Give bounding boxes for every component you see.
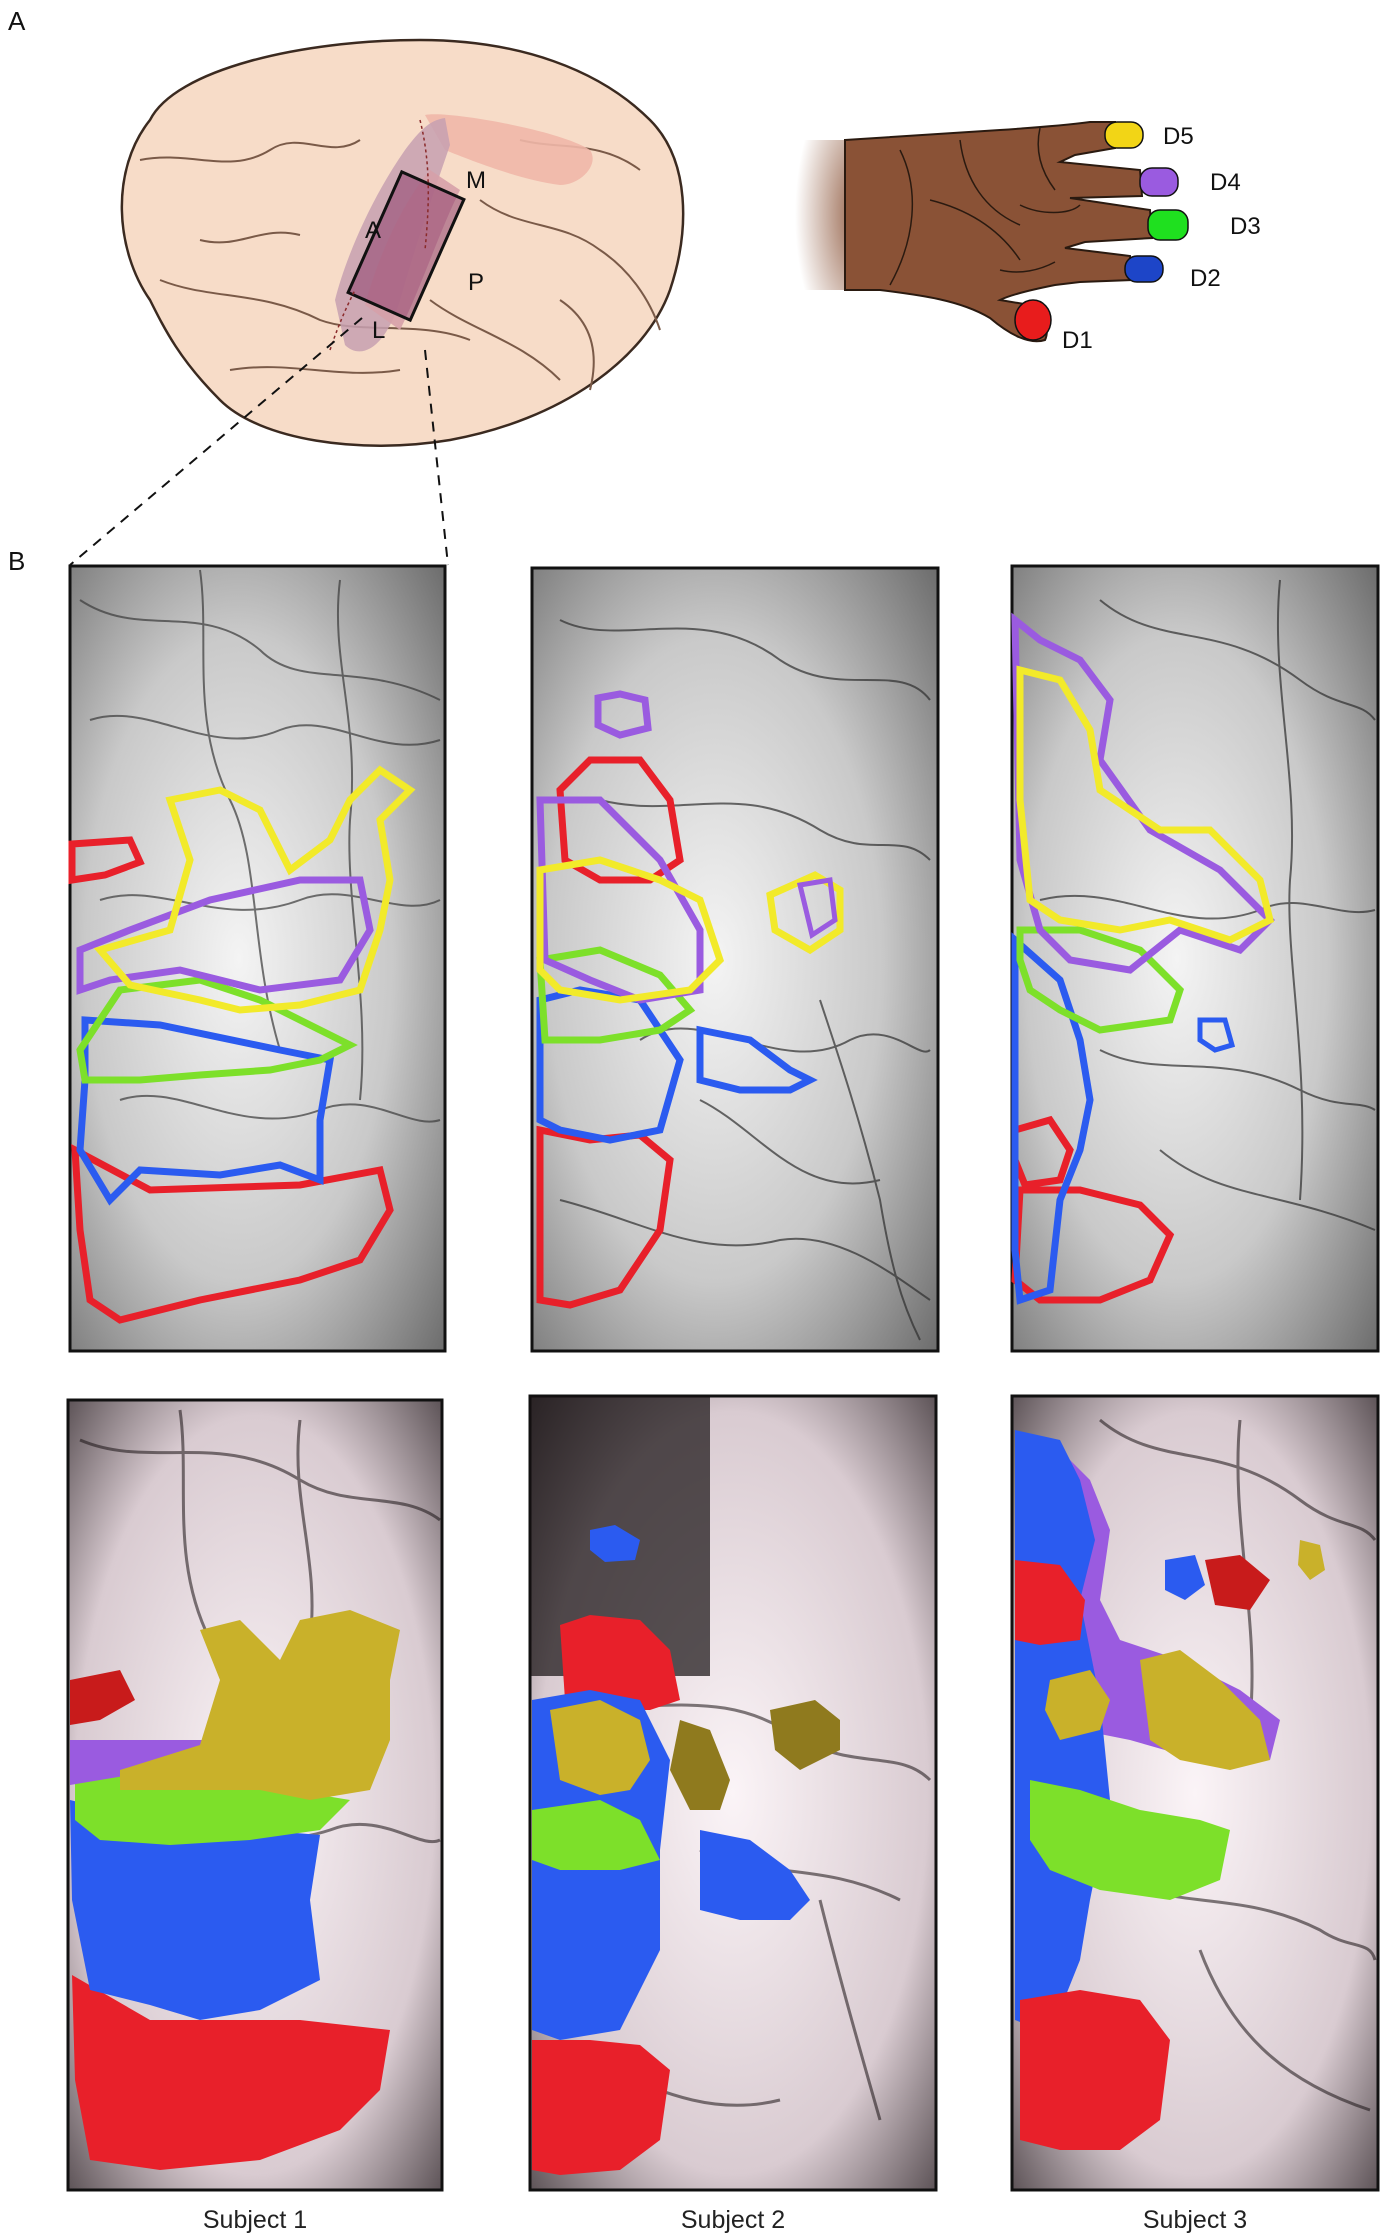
panel-letter-a: A — [8, 6, 26, 36]
area-d2-s1 — [70, 1800, 320, 2020]
area-d1-s2-b — [532, 2040, 670, 2175]
contour-d4-s2-b — [594, 690, 652, 739]
label-anterior: A — [365, 217, 381, 244]
area-d1-s2-a — [560, 1615, 680, 1710]
area-d1-s1-b — [72, 1975, 390, 2170]
contour-d1-s3-b — [1011, 1186, 1175, 1304]
activation-map-subject-3 — [1010, 1394, 1380, 2192]
contour-d3-s1 — [76, 976, 358, 1084]
digit-label-d4: D4 — [1210, 169, 1241, 196]
area-d2-s2-b — [700, 1830, 810, 1920]
area-d5-s2-a — [550, 1700, 650, 1795]
contour-d2-s2-b — [696, 1025, 818, 1094]
area-d3-s3 — [1030, 1780, 1230, 1900]
brain-illustration — [120, 38, 685, 447]
hand-illustration — [795, 121, 1154, 343]
fingertip-d5 — [1104, 121, 1144, 149]
contour-map-subject-1 — [68, 564, 447, 1353]
area-d5-s3-b — [1140, 1650, 1270, 1770]
contour-d5-s2-a — [536, 856, 725, 1004]
area-d5-s3-c — [1298, 1540, 1325, 1580]
area-d1-s3-c — [1205, 1555, 1270, 1610]
digit-label-d5: D5 — [1163, 123, 1194, 150]
area-d5-s1 — [120, 1610, 400, 1800]
contour-d2-s3-b — [1197, 1017, 1236, 1053]
subject-label-3: Subject 3 — [1143, 2206, 1247, 2234]
fingertip-d2 — [1124, 255, 1164, 283]
area-d5-s2-c — [770, 1700, 840, 1770]
fingertip-d1 — [1014, 299, 1052, 341]
contour-d2-s1 — [76, 1016, 335, 1206]
area-d5-s2-b — [670, 1720, 730, 1810]
zoom-line-left — [69, 317, 363, 566]
fingertip-d3 — [1147, 209, 1189, 241]
digit-label-d3: D3 — [1230, 213, 1261, 240]
contour-d3-s3 — [1016, 926, 1185, 1034]
area-d5-s3-a — [1045, 1670, 1110, 1740]
contour-d5-s2-b — [766, 871, 844, 955]
contour-d5-s1 — [93, 765, 416, 1014]
contour-d4-s1 — [76, 876, 374, 995]
contour-d4-s2-c — [796, 877, 838, 940]
zoom-line-right — [424, 349, 449, 566]
contour-map-subject-2 — [530, 566, 940, 1353]
contour-d5-s3 — [1016, 665, 1275, 944]
contour-d1-s1-b — [71, 1143, 394, 1324]
panel-letter-b: B — [8, 546, 25, 576]
subject-label-1: Subject 1 — [203, 2206, 307, 2234]
activation-map-subject-1 — [66, 1398, 444, 2192]
area-d2-s2-c — [590, 1525, 640, 1562]
activation-map-subject-2 — [528, 1394, 938, 2192]
area-d1-s3-b — [1020, 1990, 1170, 2150]
area-d1-s3-a — [1015, 1560, 1085, 1645]
contour-d2-s3 — [1011, 932, 1094, 1305]
digit-label-d2: D2 — [1190, 265, 1221, 292]
label-lateral: L — [372, 317, 385, 344]
area-d2-s3-b — [1165, 1555, 1205, 1600]
label-medial: M — [466, 167, 486, 194]
contour-map-subject-3 — [1010, 564, 1380, 1353]
contour-d4-s2-a — [536, 796, 704, 1004]
fingertip-d4 — [1139, 167, 1179, 197]
contour-d3-s2 — [536, 946, 696, 1044]
area-d3-s2 — [532, 1800, 660, 1870]
contour-d1-s1-a — [68, 836, 145, 885]
label-posterior: P — [468, 269, 484, 296]
digit-label-d1: D1 — [1062, 327, 1093, 354]
subject-label-2: Subject 2 — [681, 2206, 785, 2234]
area-d1-s1-a — [70, 1670, 135, 1725]
